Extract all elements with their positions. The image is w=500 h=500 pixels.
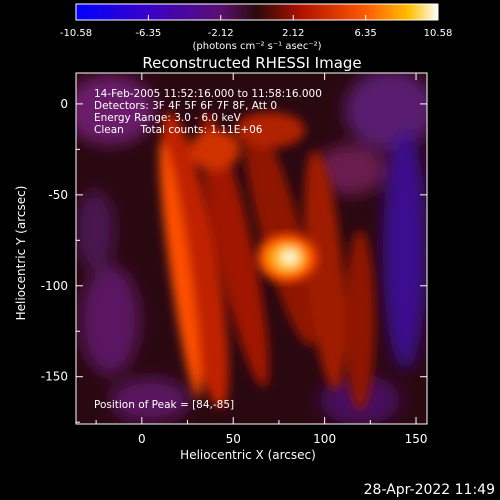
- colorbar-gradient: [75, 3, 439, 21]
- footer-date: 28-Apr-2022 11:49: [364, 482, 495, 498]
- colorbar-tick-label: 10.58: [424, 28, 453, 39]
- colorbar-tick-label: 6.35: [355, 28, 377, 39]
- x-tick-label: 50: [226, 432, 241, 446]
- y-axis-label: Heliocentric Y (arcsec): [14, 186, 28, 321]
- colorbar: -10.58 -6.35 -2.12 2.12 6.35 10.58 (photons c…: [60, 3, 452, 52]
- y-tick-label: 0: [60, 97, 68, 111]
- annotation-time-range: 14-Feb-2005 11:52:16.000 to 11:58:16.000: [94, 88, 322, 100]
- annotation-energy-range: Energy Range: 3.0 - 6.0 keV: [94, 112, 242, 124]
- annotation-clean-counts: Clean Total counts: 1.11E+06: [94, 124, 263, 136]
- heatmap-image: [76, 73, 427, 424]
- colorbar-tick-label: -6.35: [135, 28, 161, 39]
- colorbar-unit-label: (photons cm⁻² s⁻¹ asec⁻²): [192, 41, 321, 52]
- colorbar-tick-label: -10.58: [60, 28, 92, 39]
- annotation-detectors: Detectors: 3F 4F 5F 6F 7F 8F, Att 0: [94, 100, 277, 112]
- colorbar-tick-label: 2.12: [282, 28, 304, 39]
- axes: 0 50 100 150 0 -50 -100 -150: [41, 73, 428, 446]
- plot-annotations: 14-Feb-2005 11:52:16.000 to 11:58:16.000…: [94, 88, 322, 411]
- colorbar-tick-label: -2.12: [208, 28, 234, 39]
- y-tick-label: -50: [48, 188, 68, 202]
- plot-frame: [75, 72, 428, 425]
- y-tick-label: -100: [41, 279, 68, 293]
- x-tick-label: 100: [313, 432, 336, 446]
- x-tick-label: 0: [138, 432, 146, 446]
- x-tick-label: 150: [405, 432, 428, 446]
- colorbar-ticks: -10.58 -6.35 -2.12 2.12 6.35 10.58: [60, 15, 452, 39]
- chart-title: Reconstructed RHESSI Image: [142, 54, 361, 72]
- y-tick-label: -150: [41, 370, 68, 384]
- annotation-peak-position: Position of Peak = [84,-85]: [94, 399, 234, 411]
- x-axis-label: Heliocentric X (arcsec): [180, 448, 316, 462]
